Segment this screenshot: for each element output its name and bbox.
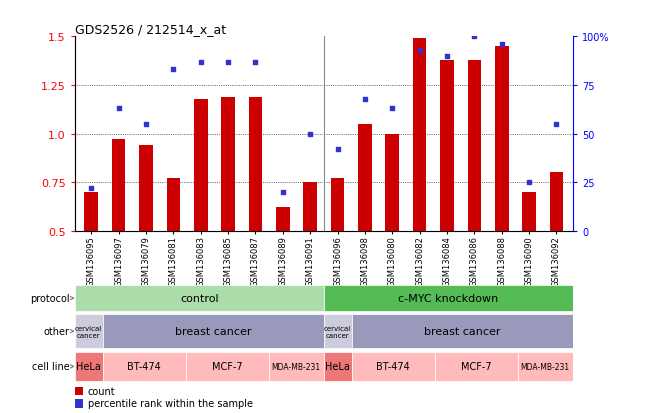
Point (551, 121, 562, 128)
Bar (103, 352, 186, 382)
Point (387, 106, 398, 112)
Bar (413, 39, 426, 231)
Bar (276, 208, 290, 231)
Bar (103, 315, 324, 348)
Bar (186, 352, 269, 382)
Text: MCF-7: MCF-7 (461, 361, 492, 372)
Bar (435, 352, 518, 382)
Bar (467, 60, 481, 231)
Text: GDS2526 / 212514_x_at: GDS2526 / 212514_x_at (75, 23, 226, 36)
Bar (269, 352, 324, 382)
Bar (518, 352, 573, 382)
Text: breast cancer: breast cancer (175, 326, 251, 337)
Bar (324, 352, 352, 382)
Text: c-MYC knockdown: c-MYC knockdown (398, 293, 499, 304)
Text: BT-474: BT-474 (127, 361, 161, 372)
Bar (112, 140, 126, 231)
Bar (303, 183, 317, 231)
Text: cervical
cancer: cervical cancer (324, 325, 352, 338)
Bar (352, 352, 435, 382)
Point (86, 185, 96, 192)
Bar (522, 192, 536, 231)
Bar (75, 352, 103, 382)
Bar (249, 97, 262, 231)
Bar (324, 315, 352, 348)
Text: control: control (180, 293, 219, 304)
Text: cell line: cell line (32, 361, 70, 372)
Bar (85, 192, 98, 231)
Bar (139, 146, 153, 231)
Bar (221, 97, 235, 231)
Point (250, 59, 260, 66)
Point (113, 106, 124, 112)
Text: breast cancer: breast cancer (424, 326, 501, 337)
Point (497, 42, 507, 48)
Bar (194, 99, 208, 231)
Point (141, 121, 151, 128)
Bar (75, 315, 103, 348)
Bar (167, 179, 180, 231)
Point (223, 59, 233, 66)
Bar (495, 47, 508, 231)
Bar (75, 285, 324, 311)
Text: cervical
cancer: cervical cancer (75, 325, 102, 338)
Text: BT-474: BT-474 (376, 361, 410, 372)
Point (168, 67, 178, 74)
Point (333, 147, 343, 153)
Text: protocol: protocol (30, 293, 70, 304)
Bar (549, 173, 563, 231)
Point (469, 34, 480, 40)
Text: HeLa: HeLa (326, 361, 350, 372)
Point (415, 47, 425, 54)
Bar (358, 125, 372, 231)
Point (195, 59, 206, 66)
Text: MDA-MB-231: MDA-MB-231 (271, 362, 321, 371)
Point (524, 179, 534, 186)
Text: percentile rank within the sample: percentile rank within the sample (88, 399, 253, 408)
Point (442, 53, 452, 60)
Bar (75, 387, 83, 395)
Text: MCF-7: MCF-7 (212, 361, 242, 372)
Bar (331, 179, 344, 231)
Text: HeLa: HeLa (76, 361, 101, 372)
Bar (385, 134, 399, 231)
Bar (352, 315, 573, 348)
Bar (324, 285, 573, 311)
Point (305, 131, 315, 138)
Text: count: count (88, 386, 115, 396)
Point (277, 189, 288, 196)
Bar (440, 60, 454, 231)
Bar (75, 399, 83, 408)
Point (360, 96, 370, 102)
Text: MDA-MB-231: MDA-MB-231 (521, 362, 570, 371)
Text: other: other (44, 326, 70, 337)
